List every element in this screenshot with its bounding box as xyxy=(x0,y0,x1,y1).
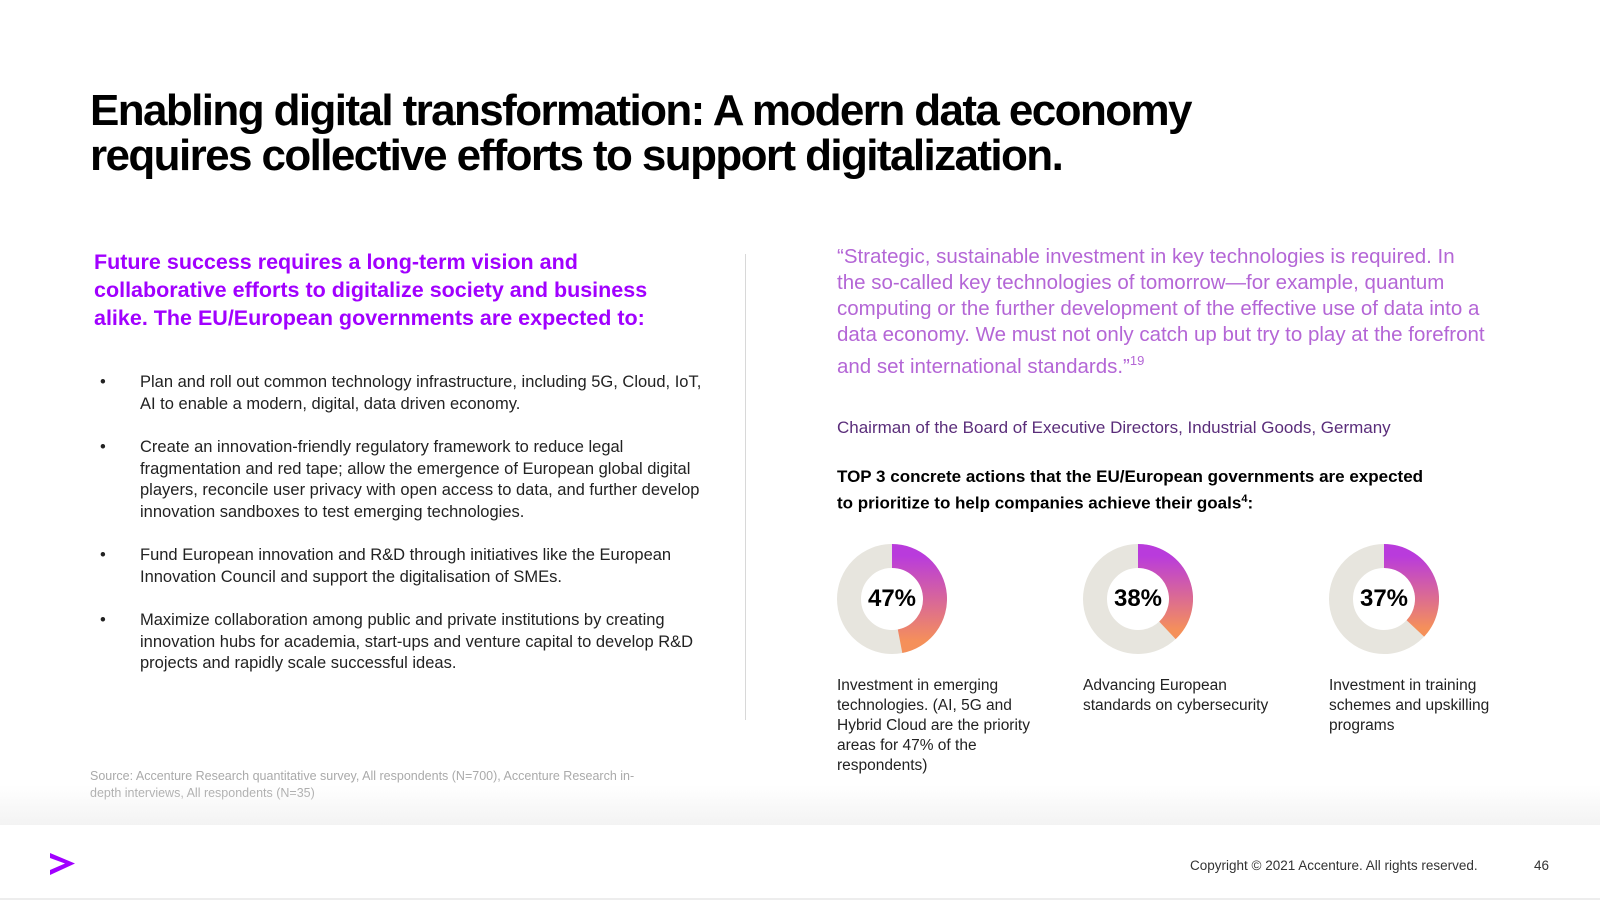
quote-footnote-ref: 19 xyxy=(1129,353,1145,368)
donut-value-arc xyxy=(1383,544,1439,637)
expectations-list: • Plan and roll out common technology inf… xyxy=(94,372,704,697)
list-item-text: Fund European innovation and R&D through… xyxy=(140,546,672,586)
footer-shadow xyxy=(0,785,1600,825)
bottom-rule xyxy=(0,898,1600,900)
quote-text: “Strategic, sustainable investment in ke… xyxy=(837,245,1485,378)
top3-footnote-ref: 4 xyxy=(1241,493,1248,505)
top3-heading-colon: : xyxy=(1247,493,1254,513)
metric-label: Advancing European standards on cybersec… xyxy=(1083,677,1269,714)
column-divider xyxy=(745,254,746,720)
footer-bar xyxy=(0,825,1600,900)
bullet-icon: • xyxy=(100,373,106,391)
slide-title-line-2: requires collective efforts to support d… xyxy=(90,131,1064,180)
list-item: • Fund European innovation and R&D throug… xyxy=(94,545,704,588)
metric-percent: 37% xyxy=(1359,585,1409,612)
copyright-text: Copyright © 2021 Accenture. All rights r… xyxy=(1190,858,1478,873)
list-item-text: Maximize collaboration among public and … xyxy=(140,611,694,672)
metric-percent: 47% xyxy=(867,585,917,612)
donut-chart xyxy=(837,544,947,654)
donut-value-arc xyxy=(891,544,947,654)
slide-title-line-1: Enabling digital transformation: A moder… xyxy=(90,86,1193,135)
list-item-text: Plan and roll out common technology infr… xyxy=(140,373,702,413)
bullet-icon: • xyxy=(100,438,106,456)
quote-attribution: Chairman of the Board of Executive Direc… xyxy=(837,418,1391,437)
donut-value-arc xyxy=(1137,544,1193,640)
top3-heading-text: TOP 3 concrete actions that the EU/Europ… xyxy=(837,467,1424,513)
top3-heading: TOP 3 concrete actions that the EU/Europ… xyxy=(837,466,1437,515)
metric-label: Investment in training schemes and upski… xyxy=(1329,677,1490,734)
bullet-icon: • xyxy=(100,611,106,629)
executive-quote: “Strategic, sustainable investment in ke… xyxy=(837,244,1487,380)
donut-chart xyxy=(1083,544,1193,654)
slide-title: Enabling digital transformation: A moder… xyxy=(90,88,1390,178)
list-item: • Plan and roll out common technology inf… xyxy=(94,372,704,415)
page-number: 46 xyxy=(1534,858,1550,873)
metric-label: Investment in emerging technologies. (AI… xyxy=(837,677,1030,774)
donut-metric-2: 38% Advancing European standards on cybe… xyxy=(1083,544,1283,716)
list-item-text: Create an innovation-friendly regulatory… xyxy=(140,438,700,521)
accenture-chevron-icon xyxy=(50,853,75,875)
donut-metric-3: 37% Investment in training schemes and u… xyxy=(1329,544,1529,736)
list-item: • Create an innovation-friendly regulator… xyxy=(94,437,704,523)
metric-percent: 38% xyxy=(1113,585,1163,612)
bullet-icon: • xyxy=(100,546,106,564)
list-item: • Maximize collaboration among public and… xyxy=(94,610,704,675)
donut-chart xyxy=(1329,544,1439,654)
donut-metric-1: 47% Investment in emerging technologies.… xyxy=(837,544,1037,776)
intro-heading: Future success requires a long-term visi… xyxy=(94,250,648,330)
